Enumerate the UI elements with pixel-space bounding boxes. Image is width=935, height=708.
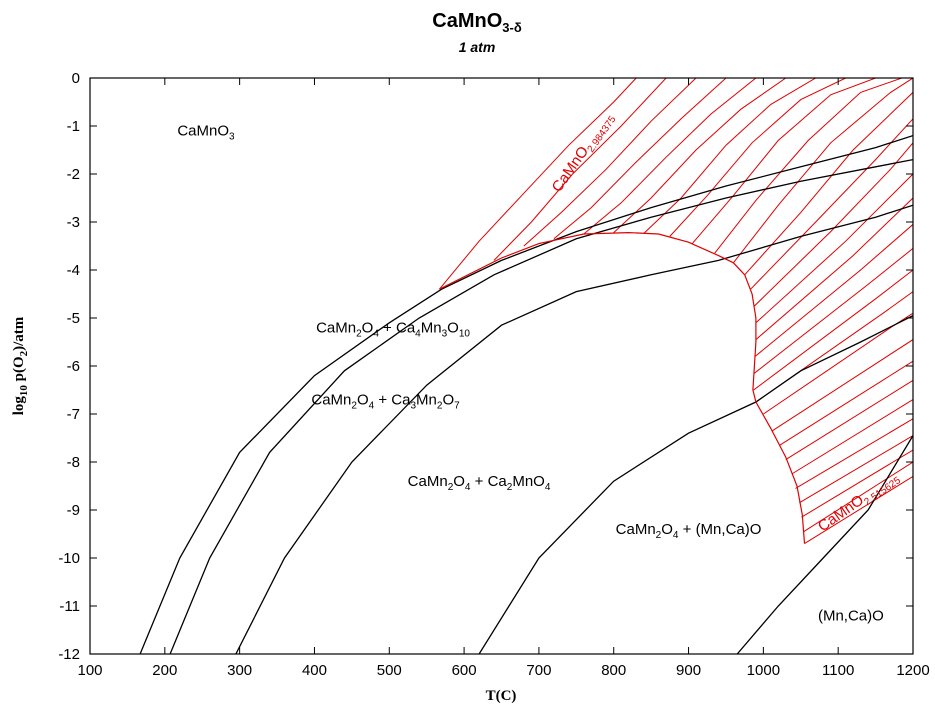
y-tick-label: -7 [67,406,80,423]
y-axis-ticks: 0 -1 -2 -3 -4 -5 -6 -7 -8 -9 -10 -11 -12 [58,70,913,663]
y-tick-label: -9 [67,502,80,519]
y-tick-label: -2 [67,166,80,183]
isostoichiometric-line [439,78,637,290]
isostoichiometric-line [755,173,913,324]
phase-boundary-line [169,158,913,654]
x-tick-label: 600 [452,662,477,679]
x-tick-label: 1000 [747,662,780,679]
isostoichiometric-line [795,418,913,489]
y-axis-label-mid: p(O [11,356,27,385]
y-tick-label: -8 [67,454,80,471]
x-tick-label: 1100 [822,662,854,679]
x-tick-label: 900 [676,662,701,679]
y-tick-label: -1 [67,118,80,135]
isostoichiometric-line [799,435,913,504]
y-tick-label: -6 [67,358,80,375]
isostoichiometric-line [583,78,757,235]
y-tick-label: -12 [58,646,80,663]
isostoichiometric-line [691,78,876,244]
phase-region-label: CaMnO3 [177,123,235,143]
isostoichiometric-line [523,78,697,247]
isostoichiometric-line [753,269,913,391]
y-axis-label-o2-sub: 2 [18,350,30,356]
y-tick-label: -3 [67,214,80,231]
isostoichiometric-line [763,312,913,415]
chart-title-main: CaMnO [432,10,502,32]
isostoichiometric-line [754,224,913,357]
isostoichiometric-lines [439,78,913,545]
isostoichiometric-line [613,78,787,233]
y-axis-label-log-sub: 10 [18,385,30,397]
chart-title-subscript: 3-δ [502,20,522,35]
y-axis-label: log10 p(O2)/atm [11,316,30,415]
chart-title: CaMnO3-δ [432,10,522,35]
isostoichiometric-line [754,142,913,307]
phase-boundary-line [235,204,913,654]
isostoichiometric-line [803,461,913,533]
phase-boundary-line [736,435,913,654]
isostoichiometric-line [733,78,913,264]
y-axis-label-end: )/atm [11,316,27,351]
x-tick-label: 700 [526,662,551,679]
y-tick-label: -11 [59,598,80,615]
x-tick-label: 800 [601,662,626,679]
phase-region-label: CaMn2O4 + Ca3Mn2O7 [311,391,460,411]
isostoichiometric-line [669,78,846,237]
isostoichiometric-line [750,118,913,290]
isostoichiometric-line [755,197,913,340]
isostoichiometric-line [791,399,913,475]
phase-boundary-trace [439,231,806,544]
isostoichiometric-line [804,475,913,545]
phase-region-label: CaMn2O4 + (Mn,Ca)O [616,521,762,541]
isostoichiometric-line [754,248,913,374]
phase-boundary-line [139,134,913,654]
isostoichiometric-line [493,78,667,261]
isostoichiometric-line [772,339,913,432]
plot-frame [89,77,914,655]
isostoichiometric-line [553,78,727,240]
isostoichiometric-line [643,78,816,234]
isostoichiometric-line [744,92,913,276]
x-tick-label: 1200 [896,662,929,679]
isostoichiometric-label: CaMnO2.515625 [815,468,903,538]
phase-region-label: (Mn,Ca)O [818,607,884,624]
x-tick-label: 500 [377,662,402,679]
y-tick-label: -5 [67,310,80,327]
y-axis-label-log: log [11,396,27,416]
y-tick-label: -10 [58,550,80,567]
phase-region-label: CaMn2O4 + Ca4Mn3O10 [316,319,470,339]
region-labels: CaMnO3 CaMn2O4 + Ca4Mn3O10 CaMn2O4 + Ca3Mn… [177,109,903,625]
x-tick-label: 100 [77,662,102,679]
phase-boundary-line [478,315,913,654]
y-tick-label: 0 [72,70,80,87]
x-tick-label: 400 [302,662,327,679]
boundary-trace [439,231,806,544]
phase-region-label: CaMn2O4 + Ca2MnO4 [408,473,551,493]
plot-area: CaMnO3 CaMn2O4 + Ca4Mn3O10 CaMn2O4 + Ca3Mn… [58,70,929,679]
x-tick-label: 300 [227,662,252,679]
phase-boundary-lines [139,134,913,654]
isostoichiometric-line [785,379,913,461]
y-tick-label: -4 [67,262,80,279]
x-tick-label: 200 [152,662,177,679]
isostoichiometric-line [714,78,902,254]
chart-subtitle: 1 atm [459,39,496,55]
isostoichiometric-line [779,360,913,446]
isostoichiometric-line [801,449,913,518]
x-axis-ticks: 100 200 300 400 500 600 700 800 900 1000 1100 1200 [77,78,930,679]
isostoichiometric-label: CaMnO2.984375 [549,109,619,197]
x-axis-label: T(C) [486,688,517,704]
